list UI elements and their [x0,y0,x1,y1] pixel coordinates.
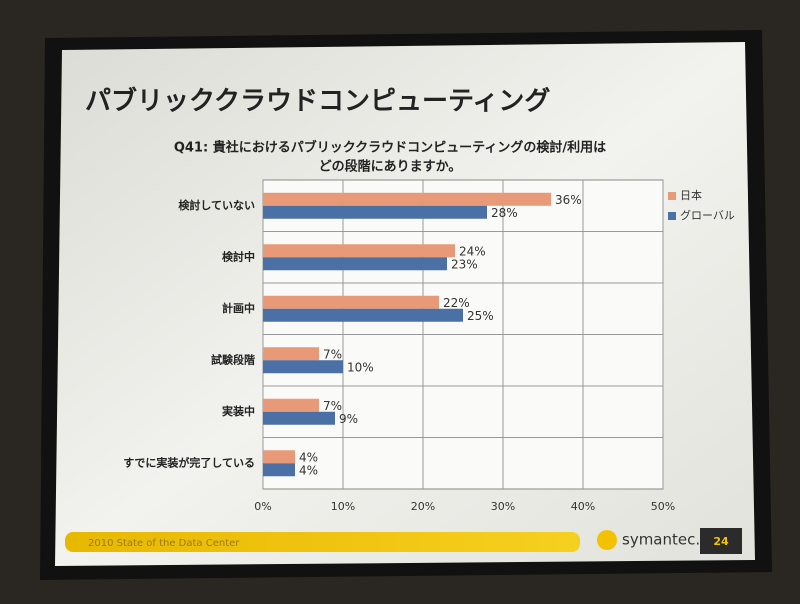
legend-swatch [668,192,676,200]
value-label: 24% [459,244,486,258]
value-label: 4% [299,463,318,477]
value-label: 7% [323,399,342,413]
bar [263,463,295,477]
y-tick-label: 計画中 [222,301,255,315]
page-number: 24 [713,535,729,548]
logo: symantec. [622,531,700,549]
bar [263,347,319,361]
bar [263,411,335,425]
x-tick-label: 10% [331,500,355,513]
legend-swatch [668,212,676,220]
footer-bar [65,532,580,552]
bar [263,295,439,309]
bar [263,360,343,374]
y-tick-label: 検討中 [222,249,255,263]
bar [263,450,295,464]
slide-title: パブリッククラウドコンピューティング [85,86,550,117]
bar [263,244,455,258]
page-number-box [700,528,742,554]
bar [263,398,319,412]
x-tick-label: 20% [411,500,435,513]
y-tick-label: 実装中 [222,404,255,418]
x-tick-label: 0% [254,500,271,513]
legend-label: グローバル [680,208,735,222]
value-label: 7% [323,347,342,361]
logo-icon [597,530,617,550]
x-tick-label: 30% [491,500,515,513]
value-label: 10% [347,360,374,374]
value-label: 25% [467,309,494,323]
x-tick-label: 40% [571,500,595,513]
y-tick-label: すでに実装が完了している [123,455,255,469]
value-label: 22% [443,296,470,310]
value-label: 36% [555,193,582,207]
bar [263,205,487,219]
y-tick-label: 検討していない [178,198,255,212]
chart-title: Q41: 貴社におけるパブリッククラウドコンピューティングの検討/利用は [174,140,606,156]
x-tick-label: 50% [651,500,675,513]
legend-label: 日本 [680,188,702,202]
chart-title: どの段階にありますか。 [319,159,462,175]
value-label: 23% [451,257,478,271]
bar [263,257,447,271]
bar [263,192,551,206]
value-label: 28% [491,206,518,220]
value-label: 4% [299,450,318,464]
footer-text: 2010 State of the Data Center [88,538,240,549]
bar [263,308,463,322]
value-label: 9% [339,412,358,426]
y-tick-label: 試験段階 [211,352,255,366]
